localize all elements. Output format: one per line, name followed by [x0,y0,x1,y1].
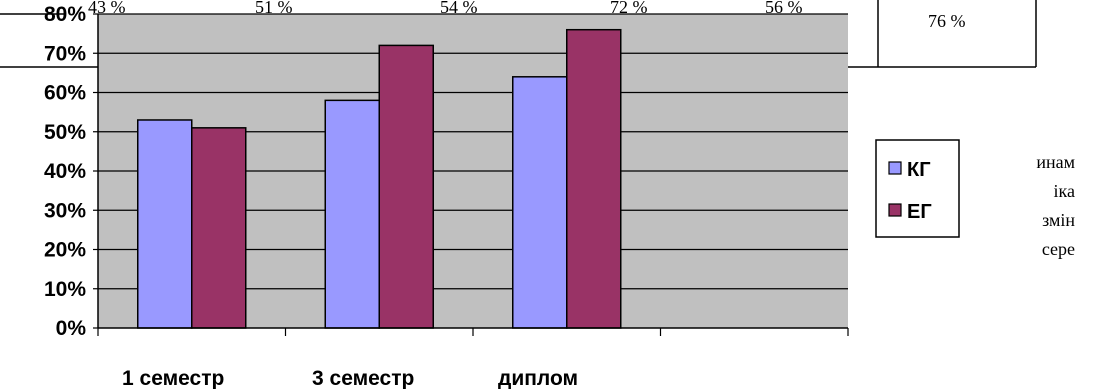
x-tick-label: 1 семестр [122,367,224,389]
y-tick-label: 30% [44,199,86,222]
side-text-line-2: іка [1054,181,1075,201]
bar-eg-1 [191,127,247,329]
y-tick-label: 70% [44,42,86,65]
x-tick-label: 3 семестр [312,367,414,389]
table-cell-4: 72 % [610,0,648,17]
table-cell-1: 43 % [88,0,126,17]
table-cell-2: 51 % [255,0,293,17]
legend-swatch-kg [888,161,902,175]
y-tick-label: 50% [44,121,86,144]
x-tick-labels: 1 семестр 3 семестр диплом [122,367,578,389]
y-tick-labels: 0% 10% 20% 30% 40% 50% 60% 70% 80% [44,3,86,340]
bar-kg-2 [324,99,380,329]
y-tick-label: 10% [44,278,86,301]
bar-eg-2 [378,44,434,329]
side-paragraph: инам іка змін сере [1036,152,1075,259]
table-cell-3: 54 % [440,0,478,17]
bar-chart: 0% 10% 20% 30% 40% 50% 60% 70% 80% 1 семестр 3 се… [44,3,849,389]
x-tick-label: диплом [498,367,578,389]
y-tick-label: 80% [44,3,86,26]
legend-label-eg: ЕГ [907,201,932,223]
y-tick-label: 20% [44,239,86,262]
side-text-line-1: инам [1036,152,1075,172]
legend-swatch-eg [888,203,902,217]
legend-label-kg: КГ [907,159,931,181]
bar-eg-3 [566,28,622,329]
y-tick-label: 40% [44,160,86,183]
legend[interactable]: КГ ЕГ [875,139,960,238]
bars [137,28,622,329]
side-text-line-4: сере [1042,239,1075,259]
bar-kg-3 [512,76,568,329]
axes [97,14,849,336]
y-tick-label: 60% [44,82,86,105]
bar-kg-1 [137,119,193,329]
table-cell-5: 56 % [765,0,803,17]
y-tick-label: 0% [56,317,87,340]
table-cell-6: 76 % [928,11,966,31]
side-text-line-3: змін [1042,210,1075,230]
legend-box [875,139,960,238]
